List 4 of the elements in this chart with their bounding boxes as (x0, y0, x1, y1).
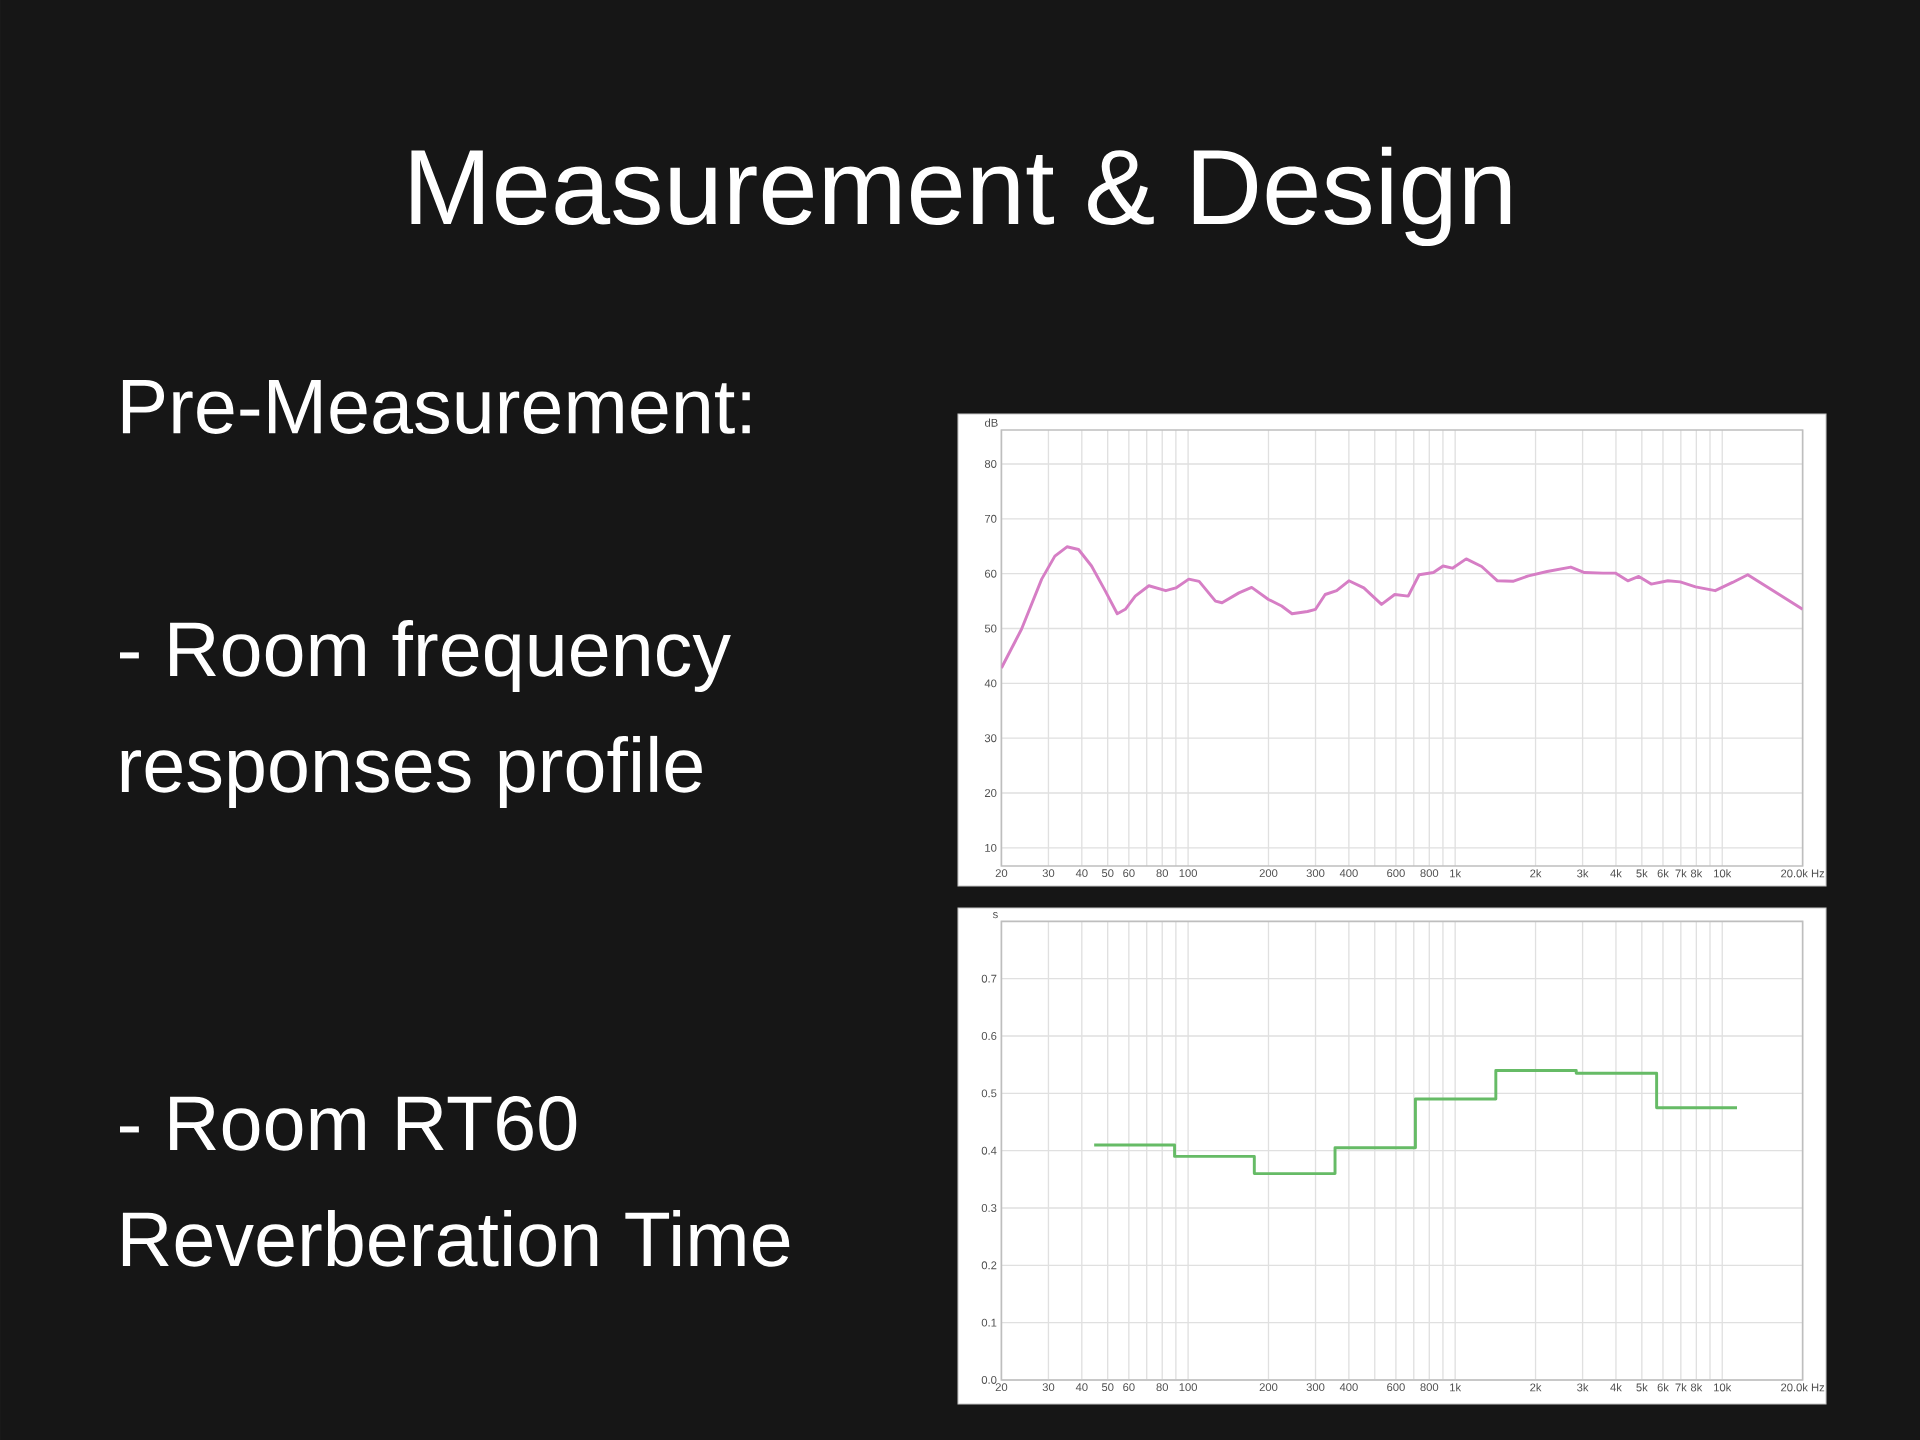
text: Measurement & Design (411, 146, 1511, 247)
text: - Room frequency responses profile (119, 619, 731, 808)
text: - Room RT60 Reverberation Time (119, 1095, 790, 1267)
text: Pre-Measurement: (122, 379, 750, 434)
